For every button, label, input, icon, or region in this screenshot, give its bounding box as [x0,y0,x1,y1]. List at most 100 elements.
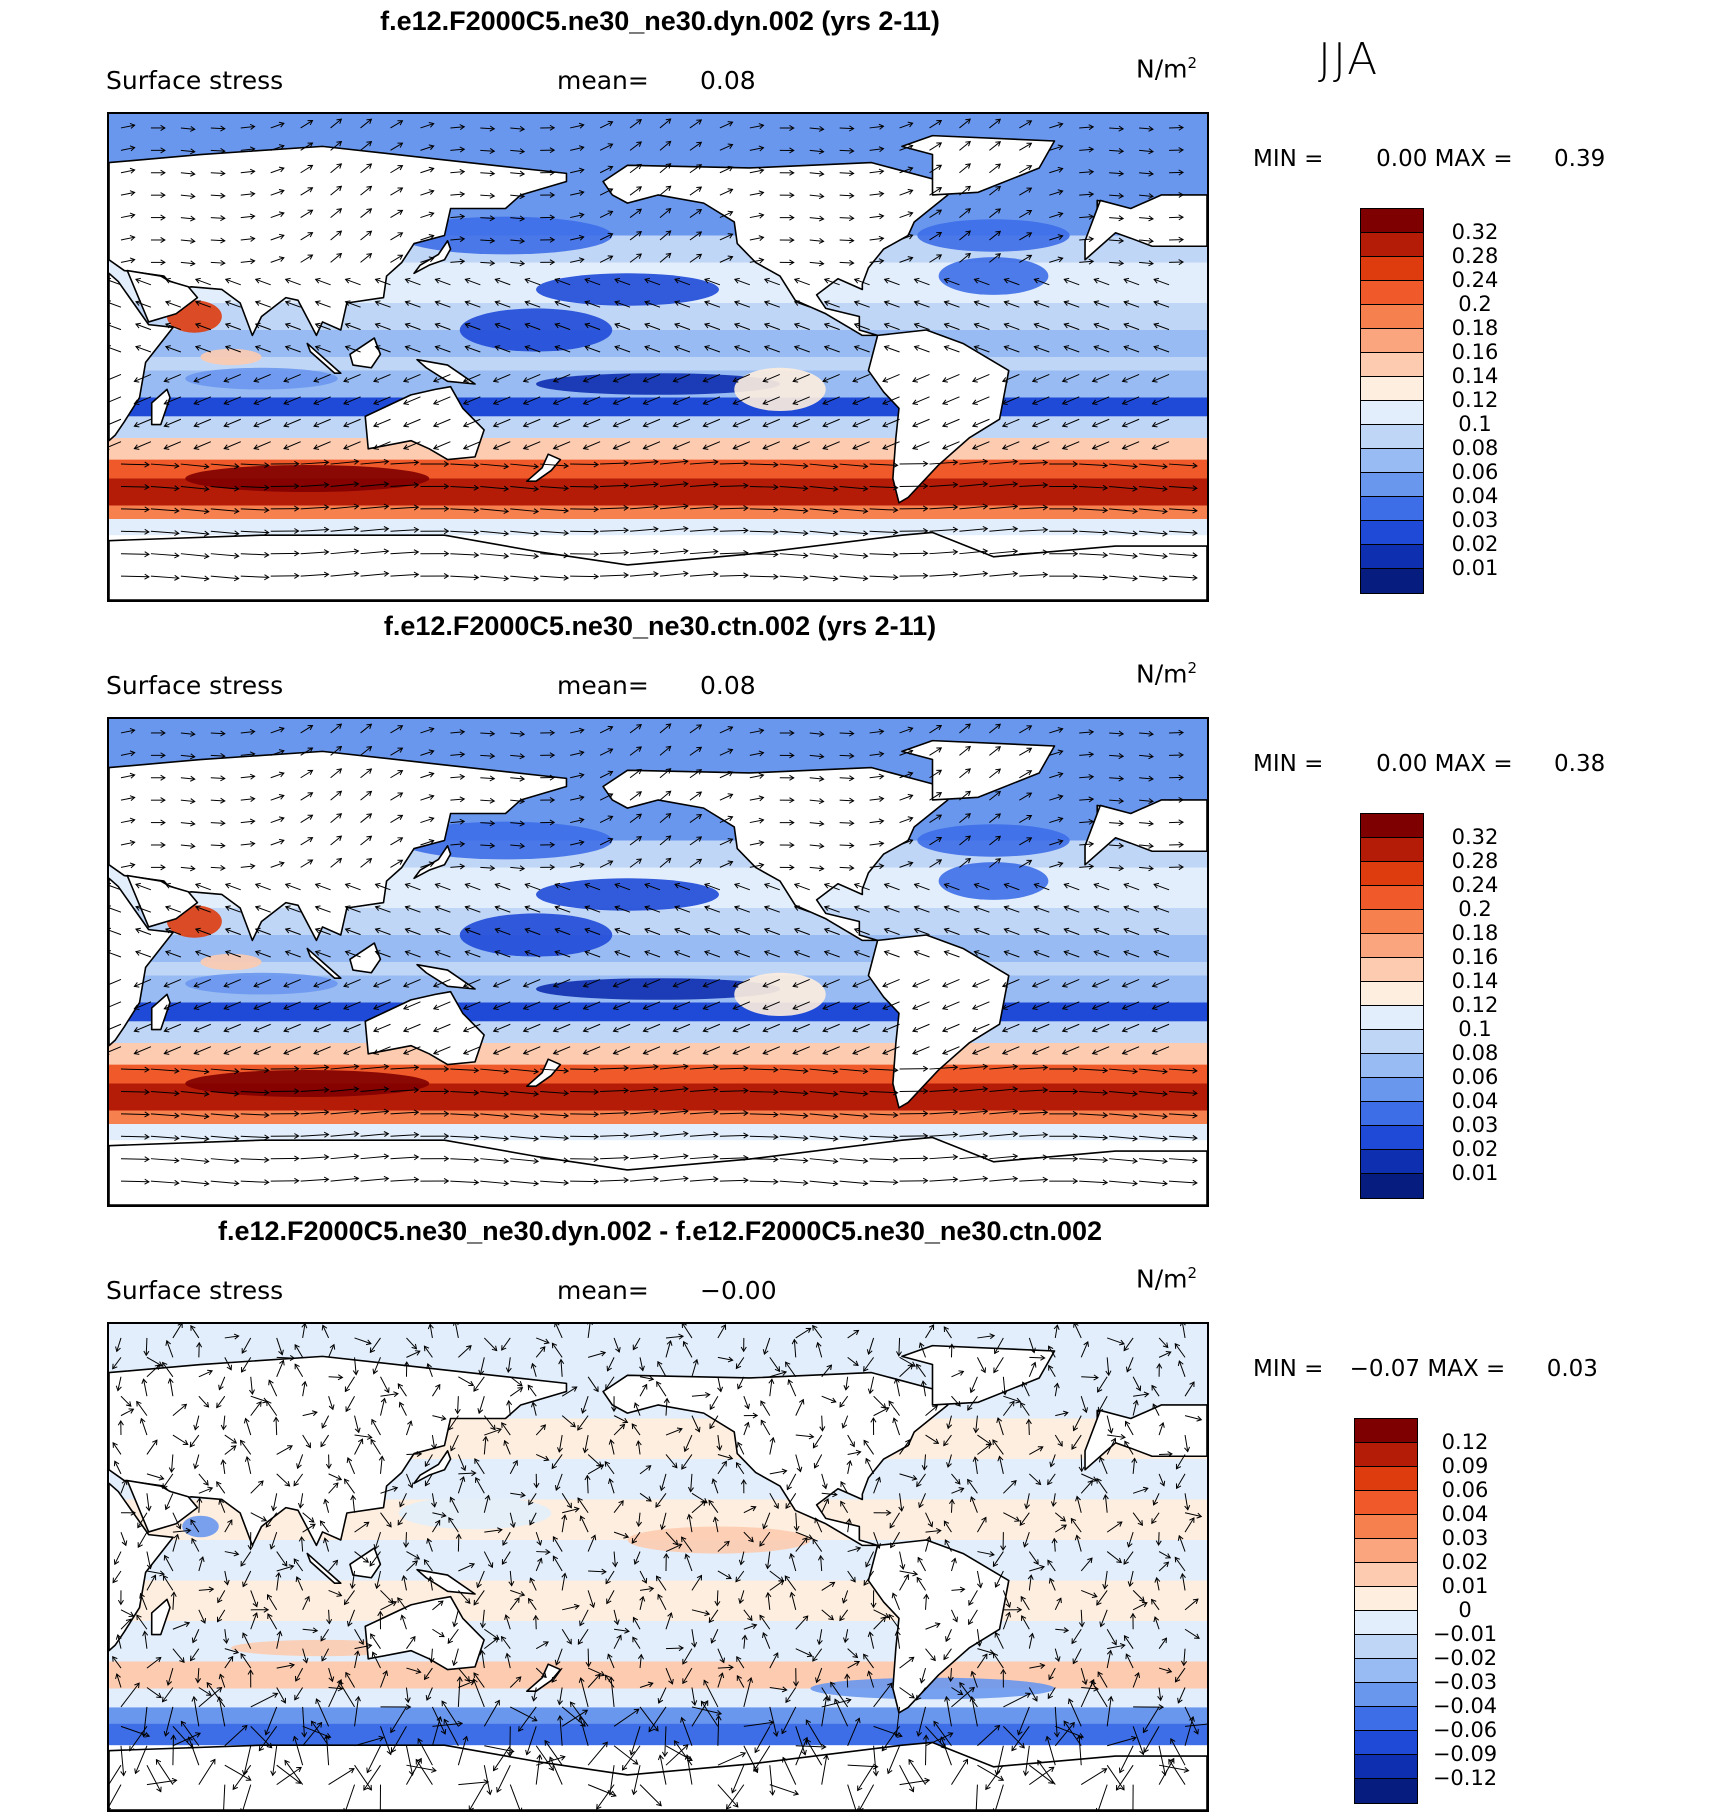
stress-arrow [330,1110,359,1115]
stress-arrow [719,816,733,824]
stress-arrow [150,485,179,490]
stress-arrow [1126,1357,1134,1372]
stress-arrow [1153,323,1170,331]
stress-arrow [970,1376,978,1393]
stress-arrow [1048,1667,1056,1680]
stress-arrowhead [163,1004,170,1010]
stress-arrowhead [254,277,261,284]
stress-arrowhead [1042,1064,1049,1071]
stress-arrow [345,323,361,331]
stress-arrow [1123,278,1140,286]
stress-arrowhead [1132,530,1138,537]
stress-arrow [599,815,613,824]
stress-arrowhead [491,1345,498,1352]
stress-arrow [533,1687,537,1701]
stress-arrow [480,194,495,197]
stress-arrowhead [216,1402,222,1409]
stress-arrow [531,1363,537,1377]
stress-arrowhead [623,1109,630,1116]
stress-arrow [1081,1376,1099,1379]
stress-arrow [134,1001,152,1010]
stress-arrowhead [344,277,351,284]
stress-arrowhead [249,751,256,758]
stress-arrowhead [163,982,170,988]
stress-arrow [704,323,721,331]
stress-arrow [150,1090,179,1095]
units-base: N/m [1136,54,1188,84]
stress-arrow [644,301,661,308]
stress-arrowhead [1014,1516,1021,1522]
stress-arrow [1109,1158,1138,1162]
stress-arrow [749,1068,778,1071]
stress-arrowhead [207,1486,214,1493]
stress-arrowhead [578,190,585,196]
stress-arrowhead [888,1400,894,1407]
stress-arrowhead [1119,1339,1125,1346]
stress-arrowhead [758,862,765,869]
field-band [109,438,1207,460]
stress-arrowhead [233,485,240,492]
stress-arrow [869,1135,898,1139]
stress-arrow [972,441,990,450]
stress-arrow [884,951,900,958]
stress-arrow [1158,1473,1165,1486]
colorbar-swatch [1361,401,1423,425]
stress-arrowhead [720,1324,727,1330]
stress-arrowhead [336,118,343,124]
stress-arrowhead [552,1004,559,1010]
stress-arrow [300,484,329,487]
stress-arrowhead [892,574,899,581]
stress-arrow [1109,844,1124,847]
stress-arrow [583,396,601,405]
stress-arrowhead [519,730,526,737]
stress-arrow [300,1133,329,1137]
stress-arrowhead [233,530,240,537]
stress-arrow [120,1725,150,1737]
stress-arrowhead [1061,1004,1068,1010]
stress-arrow [749,485,778,488]
stress-arrowhead [253,421,260,428]
stress-arrow [977,1653,988,1669]
stress-arrowhead [174,485,180,492]
stress-arrowhead [1152,1499,1159,1506]
stress-arrowhead [1151,1598,1157,1605]
stress-arrowhead [284,277,291,284]
stress-arrow [162,1362,174,1378]
stress-arrowhead [218,1673,225,1680]
stress-arrowhead [233,1068,240,1075]
field-band [109,1002,1207,1022]
stress-arrowhead [533,1090,540,1097]
stress-arrow [555,346,571,353]
stress-arrow [1109,239,1124,242]
stress-arrowhead [865,1457,871,1464]
stress-arrowhead [137,1542,143,1549]
stress-arrow [577,1628,589,1645]
stress-arrowhead [552,1555,559,1562]
stress-arrowhead [450,1445,456,1452]
stress-arrowhead [489,865,496,872]
stress-arrowhead [653,1086,659,1093]
stress-arrowhead [133,1026,140,1033]
stress-arrow [587,1667,605,1676]
stress-arrowhead [728,1664,734,1671]
stress-arrowhead [413,1131,420,1138]
stress-arrow [540,530,569,534]
stress-arrow [959,1155,988,1160]
stress-arrowhead [732,1004,739,1010]
stress-arrow [345,1395,355,1412]
stress-arrowhead [249,728,256,735]
stress-arrow [839,508,868,512]
stress-arrow [809,1068,838,1073]
stress-arrow [658,1687,667,1704]
stress-arrowhead [434,322,441,329]
stress-arrowhead [344,345,351,351]
stress-arrowhead [907,726,914,733]
stress-arrowhead [144,1111,150,1118]
stress-arrow [929,232,942,241]
stress-arrow [480,732,495,735]
stress-arrow [380,1601,397,1611]
stress-arrowhead [415,1668,422,1675]
stress-arrowhead [443,1088,450,1095]
stress-arrowhead [578,795,585,801]
stress-arrowhead [1121,1026,1128,1033]
